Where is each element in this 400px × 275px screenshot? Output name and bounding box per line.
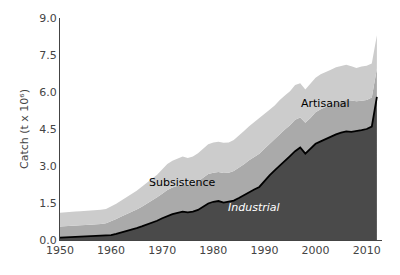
svg-text:1.5: 1.5 [39, 197, 57, 210]
svg-text:1970: 1970 [148, 244, 176, 257]
svg-text:1960: 1960 [97, 244, 125, 257]
svg-text:1950: 1950 [46, 244, 74, 257]
svg-text:Subsistence: Subsistence [149, 176, 216, 189]
svg-text:3.0: 3.0 [39, 160, 57, 173]
svg-text:2000: 2000 [302, 244, 330, 257]
svg-text:1990: 1990 [250, 244, 278, 257]
svg-text:9.0: 9.0 [39, 12, 57, 25]
svg-text:6.0: 6.0 [39, 86, 57, 99]
svg-text:2010: 2010 [353, 244, 381, 257]
svg-text:Industrial: Industrial [228, 201, 280, 214]
svg-text:4.5: 4.5 [39, 123, 57, 136]
svg-text:7.5: 7.5 [39, 49, 57, 62]
svg-text:Artisanal: Artisanal [301, 97, 350, 110]
svg-text:1980: 1980 [199, 244, 227, 257]
svg-text:0.0: 0.0 [39, 234, 57, 247]
svg-text:Catch (t x 10⁶): Catch (t x 10⁶) [18, 89, 31, 169]
